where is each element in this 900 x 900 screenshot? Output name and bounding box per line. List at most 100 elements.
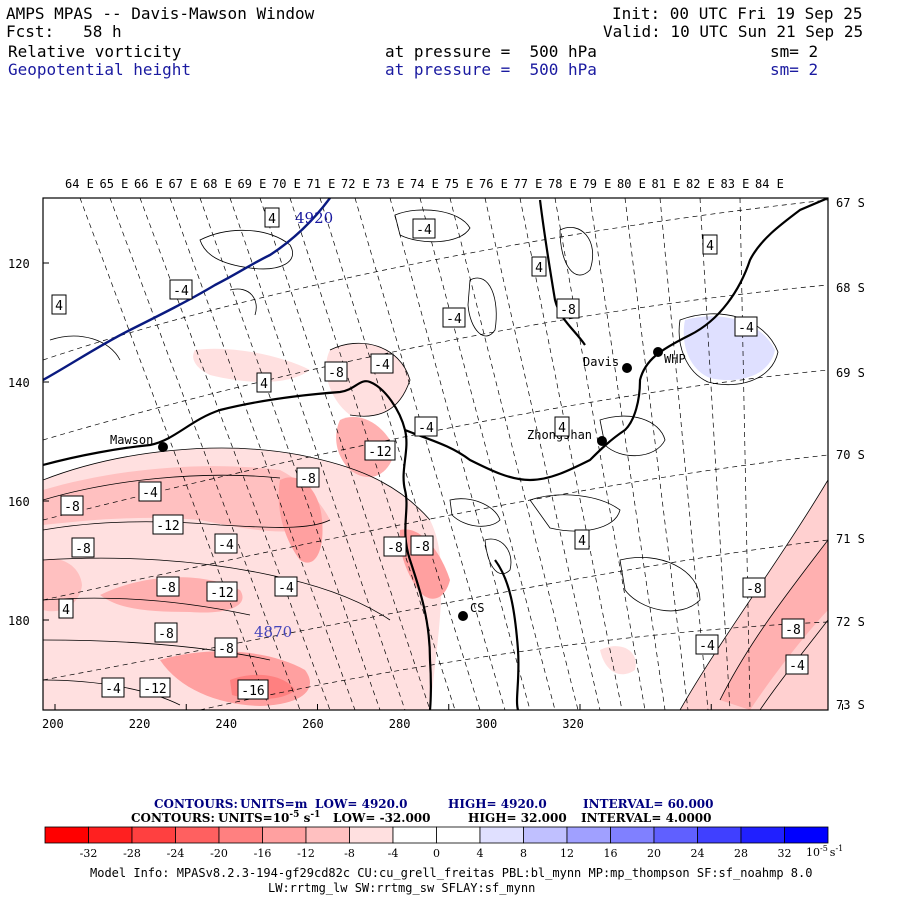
colorbar-tick: 8 xyxy=(520,847,527,860)
colorbar-unit-exp: -5 xyxy=(820,844,828,853)
contour-info2-units-exp: -5 xyxy=(289,810,299,820)
contour-info1-interval: INTERVAL= 60.000 xyxy=(583,797,714,811)
y-label: 140 xyxy=(8,376,30,390)
contour-value-label: -8 xyxy=(410,535,434,556)
colorbar-swatch xyxy=(697,826,742,844)
lat-label: 69 S xyxy=(836,366,865,380)
lon-label: 70 E xyxy=(272,177,301,191)
svg-text:-8: -8 xyxy=(746,582,762,597)
bottom-x-labels: 200 220 240 260 280 300 320 xyxy=(42,704,843,731)
colorbar-swatch xyxy=(653,826,698,844)
svg-text:-8: -8 xyxy=(160,581,176,596)
svg-text:4: 4 xyxy=(535,261,543,276)
forecast-hour-label: Fcst: 58 h xyxy=(6,23,122,41)
contour-value-label: -4 xyxy=(101,677,125,698)
lon-label: 66 E xyxy=(134,177,163,191)
lat-label: 72 S xyxy=(836,615,865,629)
colorbar xyxy=(44,826,829,844)
model-info-line2: LW:rrtmg_lw SW:rrtmg_sw SFLAY:sf_mynn xyxy=(268,881,535,895)
contour-value-label: -8 xyxy=(324,361,348,382)
contour-info2-units-s-exp: -1 xyxy=(310,810,320,820)
svg-text:-8: -8 xyxy=(387,541,403,556)
station-marker-cs xyxy=(458,611,468,621)
colorbar-swatch xyxy=(305,826,350,844)
y-label: 160 xyxy=(8,495,30,509)
top-longitude-labels: 64 E 65 E 66 E 67 E 68 E 69 E 70 E 71 E 72 E 73 E… xyxy=(65,177,784,191)
colorbar-tick: 4 xyxy=(477,847,484,860)
contour-value-label: -4 xyxy=(414,416,438,437)
field1-level: at pressure = 500 hPa xyxy=(385,42,597,61)
colorbar-tick: 24 xyxy=(691,847,705,860)
lon-label: 68 E xyxy=(203,177,232,191)
colorbar-swatch xyxy=(218,826,263,844)
contour-info2-interval: INTERVAL= 4.0000 xyxy=(581,811,712,825)
svg-text:-12: -12 xyxy=(143,682,166,697)
station-label-whp: WHP xyxy=(664,352,686,366)
contour-value-label: -12 xyxy=(364,440,396,461)
colorbar-unit-base: 10 xyxy=(806,846,820,859)
x-label: 280 xyxy=(389,717,411,731)
colorbar-swatch xyxy=(392,826,437,844)
contour-value-label: -8 xyxy=(383,536,407,557)
station-label-davis: Davis xyxy=(583,355,619,369)
svg-text:4: 4 xyxy=(62,603,70,618)
colorbar-swatch xyxy=(436,826,481,844)
contour-value-label: -12 xyxy=(139,677,171,698)
field1-smoothing: sm= 2 xyxy=(770,42,819,61)
contour-value-label: 4 xyxy=(58,598,74,619)
svg-text:-8: -8 xyxy=(218,642,234,657)
lon-label: 79 E xyxy=(583,177,612,191)
contour-info1-low: LOW= 4920.0 xyxy=(315,797,408,811)
svg-text:-4: -4 xyxy=(374,358,390,373)
contour-value-label: -4 xyxy=(734,316,758,337)
colorbar-tick: -4 xyxy=(388,847,399,860)
colorbar-swatch xyxy=(262,826,307,844)
contour-info1-units: UNITS=m xyxy=(240,797,308,811)
station-label-mawson: Mawson xyxy=(110,433,153,447)
colorbar-swatch xyxy=(44,826,89,844)
colorbar-unit-s-exp: -1 xyxy=(835,844,843,853)
svg-text:-12: -12 xyxy=(368,445,391,460)
contour-value-label: -8 xyxy=(60,495,84,516)
contour-info: CONTOURS: UNITS=m LOW= 4920.0 HIGH= 4920… xyxy=(131,797,714,825)
contour-value-label: 4 xyxy=(702,234,718,255)
x-label: 320 xyxy=(562,717,584,731)
x-label: 240 xyxy=(215,717,237,731)
svg-text:-8: -8 xyxy=(64,500,80,515)
lon-label: 75 E xyxy=(445,177,474,191)
contour-value-label: -4 xyxy=(695,634,719,655)
vorticity-contours xyxy=(43,209,828,710)
lon-label: 72 E xyxy=(341,177,370,191)
contour-value-label: 4 xyxy=(264,207,280,228)
contour-value-label: -8 xyxy=(154,622,178,643)
contour-value-label: -8 xyxy=(742,577,766,598)
lon-label: 77 E xyxy=(514,177,543,191)
coastline xyxy=(43,198,828,710)
contour-value-label: -8 xyxy=(156,576,180,597)
colorbar-tick: 12 xyxy=(560,847,574,860)
lon-label: 76 E xyxy=(479,177,508,191)
svg-text:-4: -4 xyxy=(446,312,462,327)
right-latitude-labels: 67 S 68 S 69 S 70 S 71 S 72 S 73 S xyxy=(836,196,865,712)
colorbar-tick: -20 xyxy=(210,847,228,860)
colorbar-swatch xyxy=(479,826,524,844)
valid-time: Valid: 10 UTC Sun 21 Sep 25 xyxy=(603,22,864,41)
colorbar-tick: 32 xyxy=(778,847,792,860)
svg-text:4: 4 xyxy=(55,299,63,314)
contour-value-label: -4 xyxy=(442,307,466,328)
contour-value-label: -8 xyxy=(556,298,580,319)
station-label-cs: CS xyxy=(470,601,484,615)
svg-text:-4: -4 xyxy=(699,639,715,654)
colorbar-tick-labels: -32 -28 -24 -20 -16 -12 -8 -4 0 4 8 12 16 20 24 28 32 xyxy=(80,847,792,860)
colorbar-unit-s: s xyxy=(830,846,836,859)
colorbar-tick: -32 xyxy=(80,847,98,860)
lon-label: 73 E xyxy=(376,177,405,191)
contour-info1-label: CONTOURS: xyxy=(154,797,238,811)
colorbar-swatch xyxy=(784,826,829,844)
svg-text:-4: -4 xyxy=(105,682,121,697)
svg-text:4: 4 xyxy=(268,212,276,227)
y-label: 180 xyxy=(8,614,30,628)
colorbar-unit: 10-5 s-1 xyxy=(806,844,843,859)
svg-text:-8: -8 xyxy=(158,627,174,642)
